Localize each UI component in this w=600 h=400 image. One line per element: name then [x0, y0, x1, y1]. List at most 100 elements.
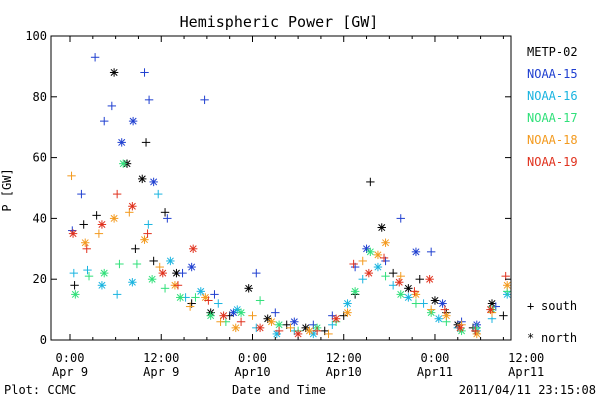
- y-axis-label: P [GW]: [0, 168, 14, 211]
- north-point: [176, 293, 185, 302]
- north-point: [263, 314, 272, 323]
- south-point: [366, 177, 375, 187]
- south-point: [70, 281, 79, 290]
- series-noaa-19: [68, 189, 510, 339]
- x-tick-date-label: Apr11: [508, 365, 544, 379]
- north-point: [455, 323, 465, 333]
- south-point: [426, 305, 436, 314]
- legend-entry: NOAA-15: [527, 67, 578, 81]
- south-point: [388, 268, 398, 278]
- south-point: [214, 299, 223, 308]
- south-point: [204, 296, 213, 305]
- north-point: [293, 329, 303, 339]
- south-point: [77, 189, 86, 199]
- south-point: [173, 281, 183, 290]
- south-point: [112, 189, 122, 199]
- north-point: [138, 174, 147, 184]
- south-point: [271, 308, 280, 317]
- south-point: [312, 326, 322, 336]
- south-point: [79, 220, 88, 229]
- south-point: [210, 290, 219, 299]
- north-point: [128, 116, 138, 126]
- south-point: [236, 317, 246, 326]
- south-point: [92, 211, 101, 220]
- legend-entry: NOAA-17: [527, 111, 578, 125]
- x-tick-date-label: Apr 9: [143, 365, 179, 379]
- chart-title: Hemispheric Power [GW]: [180, 13, 379, 31]
- north-point: [331, 314, 341, 323]
- north-point: [301, 323, 310, 333]
- south-point: [381, 271, 390, 281]
- south-point: [200, 95, 209, 105]
- north-point: [502, 281, 512, 290]
- north-point: [411, 247, 421, 257]
- north-point: [231, 323, 240, 333]
- x-tick-time-label: 0:00: [238, 351, 267, 365]
- south-point: [67, 171, 76, 181]
- north-point: [350, 287, 360, 296]
- north-point: [128, 202, 137, 211]
- south-point: [94, 229, 104, 238]
- north-point: [166, 256, 175, 266]
- south-label: south: [541, 299, 577, 313]
- north-point: [196, 287, 205, 296]
- series-noaa-17: [71, 159, 512, 336]
- north-point: [395, 278, 404, 287]
- north-point: [373, 250, 383, 260]
- south-marker: +: [527, 299, 534, 313]
- north-point: [97, 220, 107, 229]
- south-point: [160, 208, 170, 217]
- north-point: [109, 214, 119, 223]
- south-point: [388, 281, 398, 290]
- south-point: [83, 265, 92, 275]
- x-tick-date-label: Apr10: [326, 365, 362, 379]
- south-point: [163, 214, 172, 223]
- south-point: [155, 262, 164, 272]
- series-metp-02: [70, 68, 508, 336]
- legend-entry: NOAA-16: [527, 89, 578, 103]
- north-point: [158, 268, 167, 278]
- north-point: [244, 284, 253, 293]
- x-tick-time-label: 0:00: [56, 351, 85, 365]
- north-point: [364, 268, 374, 278]
- plot-frame: [50, 35, 512, 341]
- south-point: [324, 329, 333, 339]
- north-point: [343, 308, 352, 317]
- south-point: [440, 305, 450, 314]
- y-tick-label: 100: [25, 29, 47, 43]
- north-point: [438, 299, 447, 308]
- south-point: [358, 275, 367, 284]
- x-tick-date-label: Apr 9: [52, 365, 88, 379]
- north-point: [434, 314, 443, 323]
- north-point: [404, 293, 413, 302]
- hemisphere-legend: + south * north: [527, 299, 577, 345]
- y-axis: 0 20 40 60 80 100: [25, 29, 511, 347]
- north-point: [81, 238, 90, 247]
- south-point: [149, 256, 158, 266]
- south-point: [185, 302, 195, 311]
- x-tick-time-label: 0:00: [421, 351, 450, 365]
- south-point: [107, 101, 117, 111]
- south-point: [471, 326, 480, 336]
- y-tick-label: 20: [33, 272, 47, 286]
- south-point: [100, 116, 109, 126]
- north-point: [128, 278, 137, 287]
- north-label: north: [541, 331, 577, 345]
- south-point: [84, 271, 94, 281]
- legend-entry: METP-02: [527, 45, 578, 59]
- north-point: [206, 311, 215, 320]
- south-point: [499, 311, 508, 320]
- y-tick-label: 0: [40, 333, 47, 347]
- y-tick-label: 40: [33, 211, 47, 225]
- legend-entry: NOAA-18: [527, 133, 578, 147]
- legend-entry: NOAA-19: [527, 155, 578, 169]
- south-point: [411, 299, 421, 308]
- south-point: [255, 296, 265, 305]
- south-point: [349, 259, 358, 269]
- north-point: [377, 223, 386, 232]
- south-point: [141, 138, 151, 147]
- south-point: [144, 220, 153, 229]
- south-point: [82, 244, 91, 253]
